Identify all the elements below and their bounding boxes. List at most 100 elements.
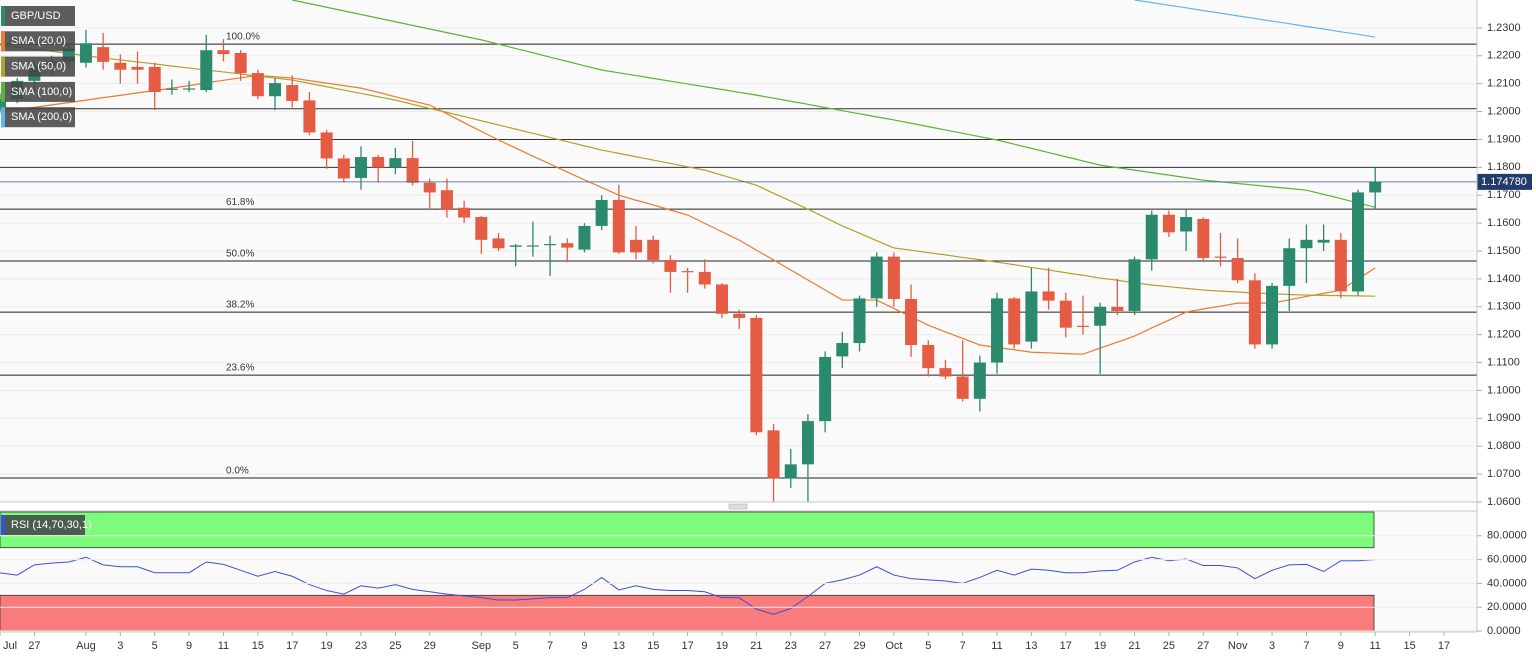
candle-body [612,199,625,253]
candle-body [784,464,797,479]
x-tick-label: Oct [885,640,902,652]
fib-label: 61.8% [226,197,254,208]
candle-body [165,88,178,90]
axes: 1.0600 1.0700 1.0800 1.0900 1.1000 1.1100 1.12… [0,22,1532,652]
legend-swatch [1,515,5,535]
candle-body [475,216,488,240]
candle-body [887,256,900,299]
legend-label: SMA (100,0) [11,86,72,98]
candle-body [1111,306,1124,311]
sma-line [292,0,1376,208]
x-tick-label: 17 [1438,640,1450,652]
candle-body [698,271,711,285]
last-price-box [1477,173,1532,190]
x-tick-label: 11 [1369,640,1380,652]
y-tick-label: 60.0000 [1487,554,1527,566]
rsi-band [0,511,1375,549]
candle-body [458,207,471,218]
candle-body [750,317,763,433]
y-tick-label: 1.2100 [1487,78,1521,90]
candle-body [269,83,282,97]
resize-handle[interactable] [728,503,748,510]
x-tick-label: 9 [186,640,192,652]
candle-body [733,313,746,318]
candle-body [647,239,660,260]
x-tick-label: 9 [581,640,587,652]
x-tick-label: 11 [991,640,1002,652]
x-tick-label: 19 [1094,640,1106,652]
legend-swatch [1,107,5,128]
candle-body [1214,256,1227,258]
candle-body [578,225,591,250]
y-tick-label: 1.1700 [1487,189,1521,201]
y-tick-label: 1.1900 [1487,133,1521,145]
candle-body [1317,239,1330,243]
legend-box [1,31,75,52]
price-plot: 100.0% 61.8% 50.0% 38.2% 23.6% 0.0% [0,0,1477,502]
candle-body [801,421,814,465]
candle-body [544,244,557,246]
candle-body [354,157,367,178]
rsi-band [0,594,1375,632]
candle-body [1025,291,1038,342]
y-tick-label: 0.0000 [1487,625,1521,637]
rsi-line [0,556,1376,615]
candle-body [595,199,608,226]
candle-body [183,88,196,90]
x-tick-label: Aug [76,640,96,652]
y-tick-label: 1.1400 [1487,273,1521,285]
y-tick-label: 1.0800 [1487,440,1521,452]
legend-box [1,6,75,26]
candle-body [1162,214,1175,233]
x-tick-label: 25 [389,640,401,652]
y-tick-label: 1.0900 [1487,412,1521,424]
x-tick-label: Jul [3,640,17,652]
candle-body [681,271,694,273]
y-tick-label: 1.2200 [1487,50,1521,62]
x-tick-label: 23 [785,640,797,652]
candle-body [286,85,299,101]
x-tick-label: 15 [1403,640,1415,652]
candle-body [1334,239,1347,292]
candle-body [819,356,832,422]
x-tick-label: 17 [286,640,298,652]
y-tick-label: 1.1300 [1487,301,1521,313]
x-tick-label: 7 [960,640,966,652]
x-tick-label: Nov [1228,640,1248,652]
last-price-label: 1.174780 [1481,176,1527,188]
candle-body [1042,291,1055,301]
x-tick-label: 5 [513,640,519,652]
x-tick-label: 29 [853,640,865,652]
candle-body [148,66,161,93]
x-tick-label: 27 [28,640,40,652]
x-tick-label: 27 [819,640,831,652]
candle-body [114,62,127,70]
x-tick-label: Sep [472,640,492,652]
x-tick-label: 5 [925,640,931,652]
fib-label: 23.6% [226,363,254,374]
candle-body [217,50,230,55]
candle-body [79,43,92,63]
candle-body [526,245,539,247]
x-tick-label: 5 [152,640,158,652]
candle-body [853,298,866,344]
candle-body [62,48,75,62]
candle-body [1300,239,1313,249]
x-tick-label: 21 [750,640,762,652]
y-tick-label: 80.0000 [1487,530,1527,542]
candle-body [389,158,402,168]
candle-body [836,343,849,357]
candle-body [423,182,436,193]
candle-body [870,256,883,299]
x-tick-label: 3 [1269,640,1275,652]
x-tick-label: 15 [252,640,264,652]
candle-body [303,100,316,133]
candle-body [97,47,110,62]
legend-swatch [1,81,5,102]
x-tick-label: 11 [218,640,229,652]
y-tick-label: 40.0000 [1487,577,1527,589]
candle-body [1180,216,1193,232]
legend-box [1,56,75,77]
candle-body [1266,285,1279,345]
